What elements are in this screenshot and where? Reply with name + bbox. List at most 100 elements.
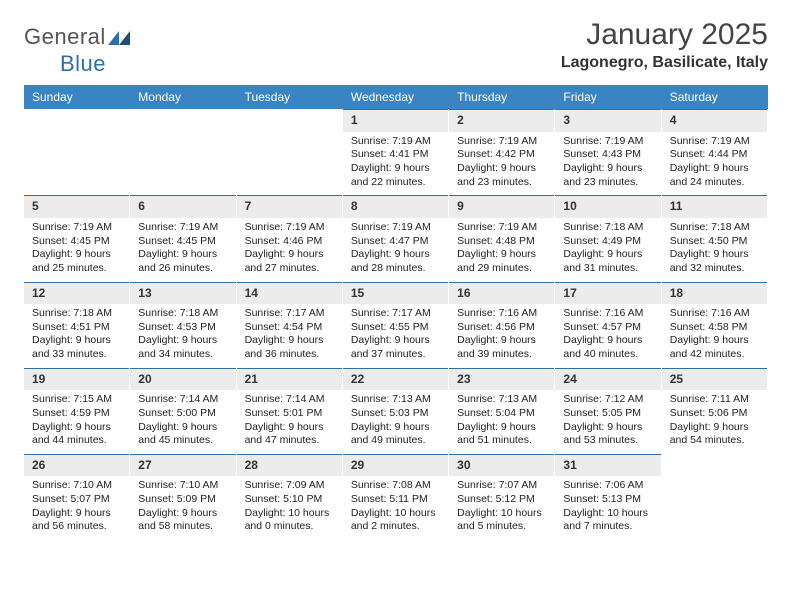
sunrise: Sunrise: 7:18 AM (138, 307, 227, 321)
daylight-line: and 49 minutes. (351, 434, 440, 448)
week-row: 12Sunrise: 7:18 AMSunset: 4:51 PMDayligh… (24, 282, 768, 368)
sunset: Sunset: 4:45 PM (32, 235, 121, 249)
dow-friday: Friday (555, 85, 661, 109)
sunrise: Sunrise: 7:19 AM (245, 221, 334, 235)
sunrise: Sunrise: 7:10 AM (32, 479, 121, 493)
day-cell: 9Sunrise: 7:19 AMSunset: 4:48 PMDaylight… (449, 195, 555, 281)
day-number: 25 (662, 368, 767, 391)
daylight-line: and 27 minutes. (245, 262, 334, 276)
daylight-line: and 28 minutes. (351, 262, 440, 276)
dow-saturday: Saturday (662, 85, 768, 109)
day-number: 24 (555, 368, 660, 391)
week-row: 5Sunrise: 7:19 AMSunset: 4:45 PMDaylight… (24, 195, 768, 281)
sunset: Sunset: 4:57 PM (563, 321, 652, 335)
day-cell: 22Sunrise: 7:13 AMSunset: 5:03 PMDayligh… (343, 368, 449, 454)
daylight-line: Daylight: 9 hours (563, 248, 652, 262)
sunrise: Sunrise: 7:18 AM (563, 221, 652, 235)
day-body: Sunrise: 7:13 AMSunset: 5:03 PMDaylight:… (343, 390, 448, 454)
daylight-line: Daylight: 9 hours (563, 334, 652, 348)
daylight-line: and 29 minutes. (457, 262, 546, 276)
daylight-line: and 23 minutes. (457, 176, 546, 190)
day-body: Sunrise: 7:18 AMSunset: 4:51 PMDaylight:… (24, 304, 129, 368)
day-number: 31 (555, 454, 660, 477)
day-number: 29 (343, 454, 448, 477)
day-cell: 11Sunrise: 7:18 AMSunset: 4:50 PMDayligh… (662, 195, 768, 281)
sunrise: Sunrise: 7:16 AM (670, 307, 759, 321)
day-cell: 29Sunrise: 7:08 AMSunset: 5:11 PMDayligh… (343, 454, 449, 540)
day-body: Sunrise: 7:15 AMSunset: 4:59 PMDaylight:… (24, 390, 129, 454)
title-block: January 2025 Lagonegro, Basilicate, Ital… (561, 18, 768, 72)
sunset: Sunset: 5:01 PM (245, 407, 334, 421)
daylight-line: and 0 minutes. (245, 520, 334, 534)
day-cell: 6Sunrise: 7:19 AMSunset: 4:45 PMDaylight… (130, 195, 236, 281)
day-number: 4 (662, 109, 767, 132)
sunset: Sunset: 5:03 PM (351, 407, 440, 421)
day-number: 21 (237, 368, 342, 391)
daylight-line: Daylight: 9 hours (670, 334, 759, 348)
sunset: Sunset: 4:56 PM (457, 321, 546, 335)
daylight-line: and 51 minutes. (457, 434, 546, 448)
day-body: Sunrise: 7:19 AMSunset: 4:41 PMDaylight:… (343, 132, 448, 196)
daylight-line: and 25 minutes. (32, 262, 121, 276)
sunset: Sunset: 4:49 PM (563, 235, 652, 249)
sunset: Sunset: 4:42 PM (457, 148, 546, 162)
daylight-line: and 34 minutes. (138, 348, 227, 362)
day-number: 17 (555, 282, 660, 305)
day-body: Sunrise: 7:19 AMSunset: 4:44 PMDaylight:… (662, 132, 767, 196)
dow-thursday: Thursday (449, 85, 555, 109)
calendar: Sunday Monday Tuesday Wednesday Thursday… (24, 85, 768, 540)
dow-wednesday: Wednesday (343, 85, 449, 109)
day-body: Sunrise: 7:19 AMSunset: 4:46 PMDaylight:… (237, 218, 342, 282)
day-body: Sunrise: 7:19 AMSunset: 4:48 PMDaylight:… (449, 218, 554, 282)
day-cell (130, 109, 236, 195)
sunset: Sunset: 4:46 PM (245, 235, 334, 249)
sunset: Sunset: 4:50 PM (670, 235, 759, 249)
dow-sunday: Sunday (24, 85, 130, 109)
daylight-line: and 23 minutes. (563, 176, 652, 190)
day-cell: 18Sunrise: 7:16 AMSunset: 4:58 PMDayligh… (662, 282, 768, 368)
sunset: Sunset: 4:59 PM (32, 407, 121, 421)
sunrise: Sunrise: 7:19 AM (351, 221, 440, 235)
day-body: Sunrise: 7:18 AMSunset: 4:53 PMDaylight:… (130, 304, 235, 368)
sunset: Sunset: 4:54 PM (245, 321, 334, 335)
daylight-line: Daylight: 9 hours (245, 421, 334, 435)
daylight-line: and 33 minutes. (32, 348, 121, 362)
daylight-line: Daylight: 9 hours (351, 248, 440, 262)
logo: GeneralBlue (24, 18, 130, 77)
dow-tuesday: Tuesday (237, 85, 343, 109)
day-body (662, 461, 767, 470)
day-body: Sunrise: 7:17 AMSunset: 4:54 PMDaylight:… (237, 304, 342, 368)
sunset: Sunset: 5:05 PM (563, 407, 652, 421)
daylight-line: and 24 minutes. (670, 176, 759, 190)
sunrise: Sunrise: 7:14 AM (245, 393, 334, 407)
header: GeneralBlue January 2025 Lagonegro, Basi… (24, 18, 768, 77)
sunset: Sunset: 4:47 PM (351, 235, 440, 249)
sunrise: Sunrise: 7:13 AM (351, 393, 440, 407)
day-number: 14 (237, 282, 342, 305)
day-cell: 31Sunrise: 7:06 AMSunset: 5:13 PMDayligh… (555, 454, 661, 540)
day-body: Sunrise: 7:19 AMSunset: 4:45 PMDaylight:… (130, 218, 235, 282)
day-number: 26 (24, 454, 129, 477)
sunrise: Sunrise: 7:18 AM (32, 307, 121, 321)
daylight-line: Daylight: 9 hours (32, 248, 121, 262)
sunrise: Sunrise: 7:19 AM (670, 135, 759, 149)
sunset: Sunset: 5:11 PM (351, 493, 440, 507)
logo-text-blue: Blue (60, 51, 106, 76)
sunrise: Sunrise: 7:19 AM (457, 135, 546, 149)
day-number: 15 (343, 282, 448, 305)
day-body: Sunrise: 7:17 AMSunset: 4:55 PMDaylight:… (343, 304, 448, 368)
day-number (130, 109, 235, 116)
day-number (24, 109, 129, 116)
day-cell: 19Sunrise: 7:15 AMSunset: 4:59 PMDayligh… (24, 368, 130, 454)
daylight-line: and 31 minutes. (563, 262, 652, 276)
daylight-line: and 54 minutes. (670, 434, 759, 448)
day-cell: 15Sunrise: 7:17 AMSunset: 4:55 PMDayligh… (343, 282, 449, 368)
day-number: 7 (237, 195, 342, 218)
daylight-line: Daylight: 9 hours (138, 507, 227, 521)
daylight-line: Daylight: 9 hours (457, 334, 546, 348)
day-number: 12 (24, 282, 129, 305)
daylight-line: Daylight: 9 hours (457, 248, 546, 262)
logo-text: GeneralBlue (24, 24, 130, 77)
daylight-line: and 36 minutes. (245, 348, 334, 362)
day-body: Sunrise: 7:07 AMSunset: 5:12 PMDaylight:… (449, 476, 554, 540)
